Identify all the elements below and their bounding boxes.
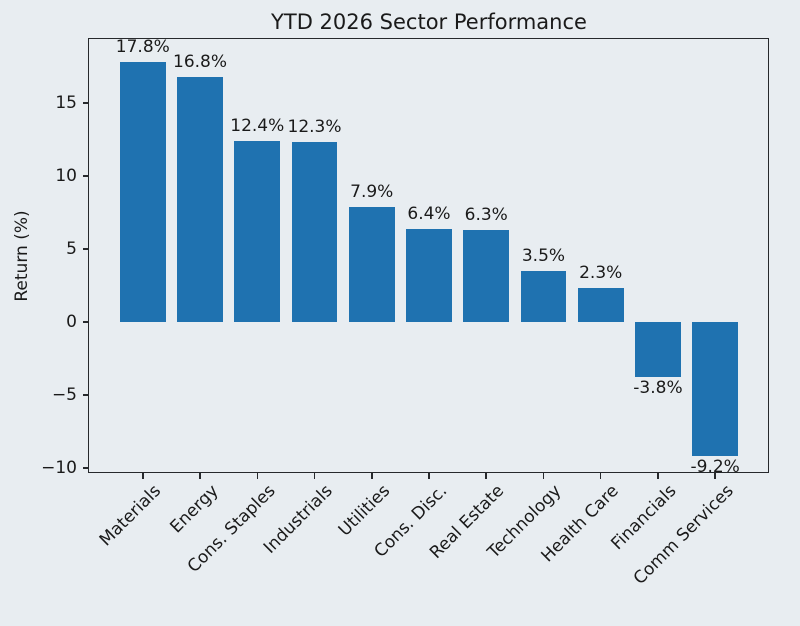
x-tick-mark [313, 473, 316, 479]
x-tick-mark [428, 473, 430, 479]
y-tick-mark [83, 394, 89, 396]
bar [520, 270, 567, 322]
bar [692, 322, 739, 457]
y-tick-mark [83, 175, 89, 177]
y-tick-mark [83, 248, 89, 250]
x-tick-mark [485, 473, 487, 479]
x-tick-mark [542, 473, 545, 479]
x-tick-label: Materials [95, 481, 165, 551]
bar [119, 62, 166, 322]
x-tick-mark [657, 473, 659, 479]
x-tick-mark [142, 473, 144, 479]
y-tick-mark [83, 467, 89, 469]
bar-value-label: 12.4% [230, 115, 285, 136]
bar [635, 322, 681, 378]
bar-value-label: 2.3% [579, 263, 623, 284]
bar-value-label: 12.3% [287, 117, 342, 138]
y-tick-label: −5 [51, 385, 77, 406]
bar-value-label: 3.5% [521, 245, 566, 266]
plot-area [88, 38, 769, 473]
y-tick-label: 0 [66, 312, 77, 332]
x-tick-mark [256, 473, 259, 479]
bar-value-label: 6.4% [407, 203, 451, 224]
y-tick-label: 10 [55, 165, 77, 186]
y-tick-label: −10 [41, 458, 77, 479]
bar-value-label: 6.3% [464, 205, 508, 225]
bar [348, 206, 395, 322]
y-tick-mark [83, 321, 89, 323]
bar [463, 230, 510, 322]
bar [234, 140, 281, 322]
y-tick-label: 15 [55, 92, 77, 113]
bar-value-label: -3.8% [633, 378, 683, 399]
x-tick-mark [599, 473, 602, 479]
bar [177, 76, 223, 322]
y-tick-label: 5 [66, 238, 77, 259]
bar-value-label: -9.2% [690, 457, 740, 478]
x-tick-mark [199, 473, 201, 479]
x-tick-mark [371, 473, 373, 479]
bar [577, 288, 624, 322]
bar-value-label: 7.9% [350, 181, 394, 202]
x-tick-label: Energy [165, 481, 223, 538]
x-tick-mark [714, 473, 716, 479]
chart-title: YTD 2026 Sector Performance [271, 10, 587, 34]
y-tick-mark [83, 102, 89, 104]
bar-value-label: 17.8% [115, 37, 170, 58]
bar [406, 228, 452, 322]
x-tick-label: Comm Services [629, 481, 738, 589]
bar-value-label: 16.8% [173, 51, 228, 72]
bar [291, 142, 338, 322]
